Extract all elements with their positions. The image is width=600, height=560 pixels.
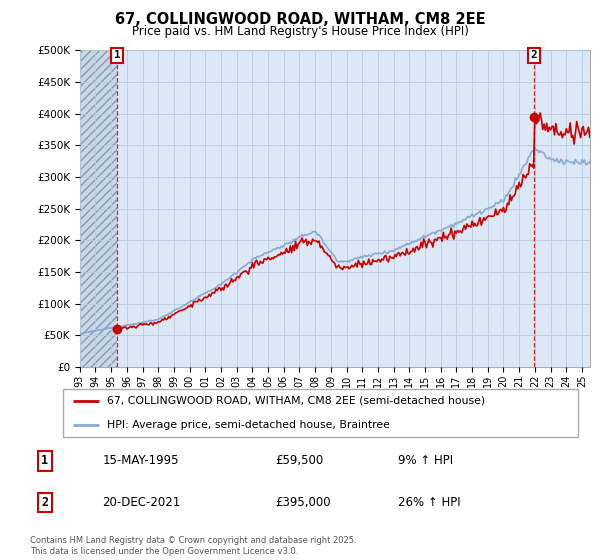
Text: 26% ↑ HPI: 26% ↑ HPI — [398, 496, 461, 509]
Text: 20-DEC-2021: 20-DEC-2021 — [103, 496, 181, 509]
Bar — [80, 50, 117, 367]
Text: Contains HM Land Registry data © Crown copyright and database right 2025.
This d: Contains HM Land Registry data © Crown c… — [30, 536, 356, 556]
Text: 67, COLLINGWOOD ROAD, WITHAM, CM8 2EE (semi-detached house): 67, COLLINGWOOD ROAD, WITHAM, CM8 2EE (s… — [107, 396, 485, 406]
Text: 1: 1 — [113, 50, 121, 60]
Text: Price paid vs. HM Land Registry's House Price Index (HPI): Price paid vs. HM Land Registry's House … — [131, 25, 469, 38]
Text: £395,000: £395,000 — [275, 496, 331, 509]
Text: 1: 1 — [41, 454, 48, 468]
FancyBboxPatch shape — [62, 389, 578, 437]
Text: 2: 2 — [41, 496, 48, 509]
Text: 15-MAY-1995: 15-MAY-1995 — [103, 454, 179, 468]
Text: 9% ↑ HPI: 9% ↑ HPI — [398, 454, 454, 468]
Text: £59,500: £59,500 — [275, 454, 324, 468]
Text: 2: 2 — [531, 50, 538, 60]
Text: 67, COLLINGWOOD ROAD, WITHAM, CM8 2EE: 67, COLLINGWOOD ROAD, WITHAM, CM8 2EE — [115, 12, 485, 27]
Text: HPI: Average price, semi-detached house, Braintree: HPI: Average price, semi-detached house,… — [107, 420, 390, 430]
